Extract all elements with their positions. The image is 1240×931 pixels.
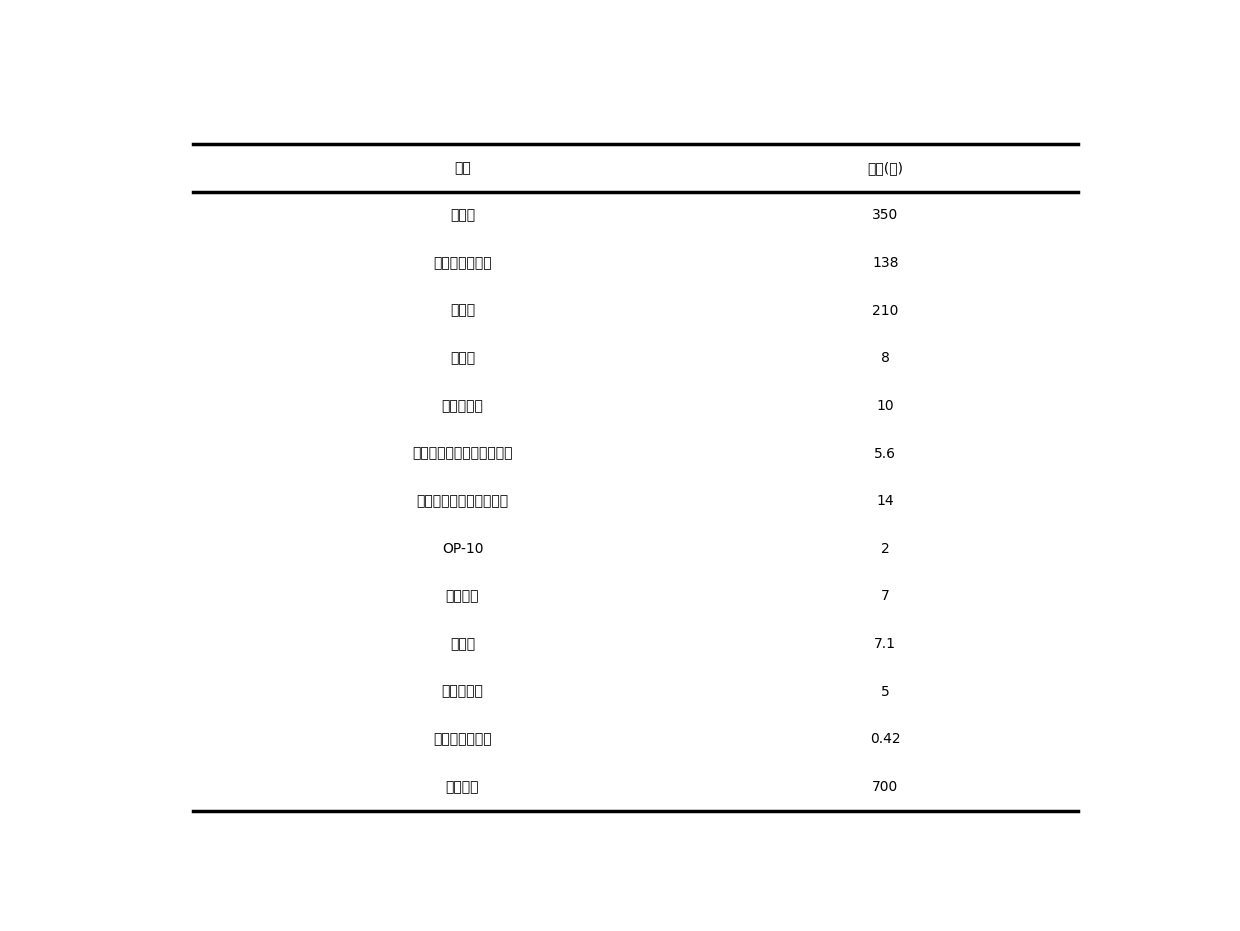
Text: 原料: 原料 <box>454 161 471 175</box>
Text: 10: 10 <box>877 398 894 412</box>
Text: 丙烯酸: 丙烯酸 <box>450 351 475 365</box>
Text: 甲基丙烯酸甲酯: 甲基丙烯酸甲酯 <box>433 256 492 270</box>
Text: 700: 700 <box>872 780 899 794</box>
Text: 二乙烯基苯: 二乙烯基苯 <box>441 684 484 698</box>
Text: 氯化钾: 氯化钾 <box>450 637 475 651</box>
Text: 7: 7 <box>880 589 890 603</box>
Text: 去离子水: 去离子水 <box>445 780 480 794</box>
Text: 苯乙烯: 苯乙烯 <box>450 209 475 223</box>
Text: 叔十二烷基硫醇: 叔十二烷基硫醇 <box>433 733 492 747</box>
Text: 0.42: 0.42 <box>870 733 900 747</box>
Text: 5.6: 5.6 <box>874 447 897 461</box>
Text: 350: 350 <box>872 209 899 223</box>
Text: 十二烷基联苯醚二磺酸钠: 十二烷基联苯醚二磺酸钠 <box>417 494 508 508</box>
Text: 5: 5 <box>880 684 890 698</box>
Text: OP-10: OP-10 <box>441 542 484 556</box>
Text: 甲基丙烯酸: 甲基丙烯酸 <box>441 398 484 412</box>
Text: 138: 138 <box>872 256 899 270</box>
Text: 丁二烯: 丁二烯 <box>450 304 475 317</box>
Text: 用量(份): 用量(份) <box>867 161 904 175</box>
Text: 7.1: 7.1 <box>874 637 897 651</box>
Text: 过硫酸铵: 过硫酸铵 <box>445 589 480 603</box>
Text: 甲基丙烯酸二乙基氨基乙酯: 甲基丙烯酸二乙基氨基乙酯 <box>412 447 513 461</box>
Text: 14: 14 <box>877 494 894 508</box>
Text: 8: 8 <box>880 351 890 365</box>
Text: 2: 2 <box>880 542 890 556</box>
Text: 210: 210 <box>872 304 899 317</box>
